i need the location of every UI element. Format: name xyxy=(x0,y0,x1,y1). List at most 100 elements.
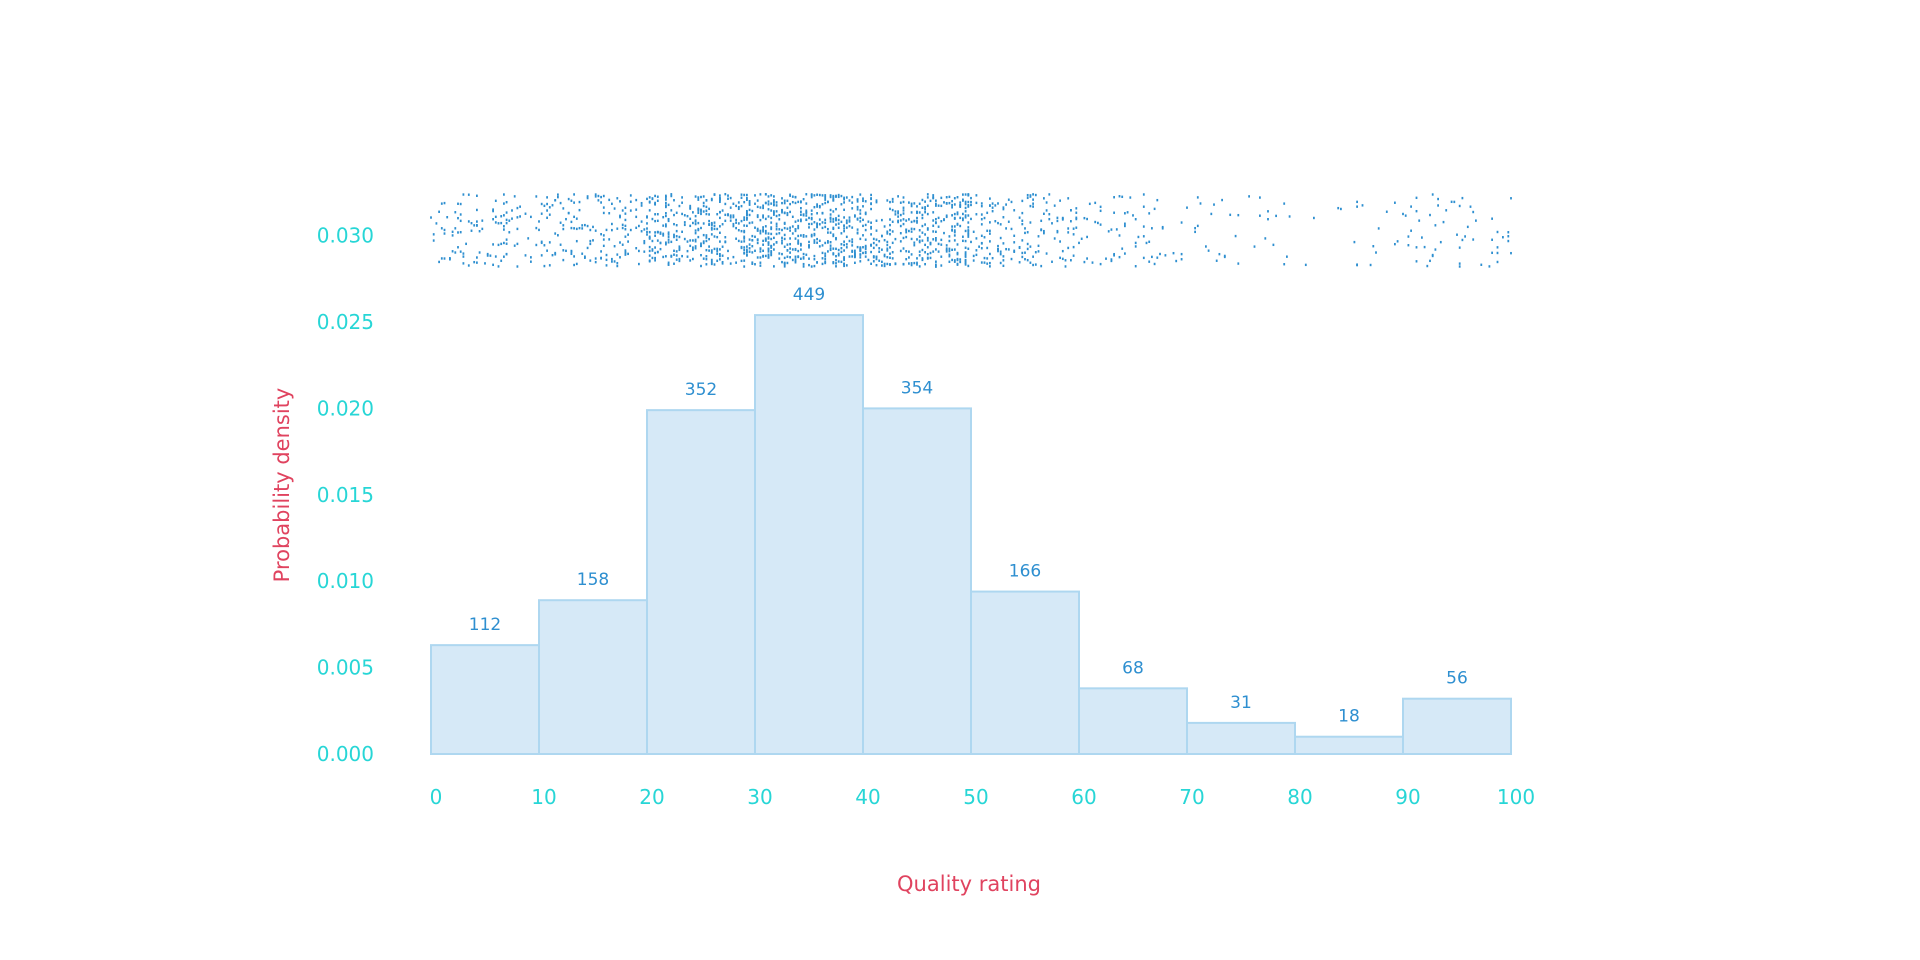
rug-mark xyxy=(935,263,937,266)
rug-mark xyxy=(665,196,667,199)
rug-mark xyxy=(856,228,859,231)
rug-mark xyxy=(1010,227,1013,231)
rug-mark xyxy=(794,255,797,258)
rug-mark xyxy=(989,221,991,224)
rug-mark xyxy=(751,209,754,213)
rug-mark xyxy=(767,236,770,239)
rug-mark xyxy=(967,232,970,235)
rug-mark xyxy=(494,255,497,258)
rug-mark xyxy=(1026,258,1029,262)
rug-mark xyxy=(767,203,770,206)
rug-mark xyxy=(546,249,548,252)
rug-mark xyxy=(654,203,656,206)
rug-mark xyxy=(724,240,727,243)
rug-mark xyxy=(872,237,875,241)
rug-mark xyxy=(864,251,867,255)
rug-mark xyxy=(967,229,970,233)
rug-mark xyxy=(802,265,805,268)
rug-mark xyxy=(945,248,948,252)
rug-mark xyxy=(956,222,959,226)
rug-mark xyxy=(713,193,716,196)
rug-mark xyxy=(1156,256,1159,259)
rug-mark xyxy=(546,209,548,212)
rug-mark xyxy=(492,243,494,246)
rug-mark xyxy=(843,243,845,247)
rug-mark xyxy=(700,226,702,230)
rug-mark xyxy=(851,255,854,258)
rug-mark xyxy=(1507,235,1510,238)
rug-mark xyxy=(640,204,643,207)
rug-mark xyxy=(719,196,721,200)
rug-mark xyxy=(816,241,818,244)
rug-mark xyxy=(594,229,597,232)
rug-mark xyxy=(686,240,689,243)
rug-mark xyxy=(1032,263,1034,267)
rug-mark xyxy=(1086,235,1088,239)
rug-mark xyxy=(651,256,654,260)
rug-mark xyxy=(948,201,951,205)
rug-mark xyxy=(827,241,829,244)
rug-mark xyxy=(918,265,921,268)
rug-mark xyxy=(710,226,713,229)
rug-mark xyxy=(675,229,678,233)
rug-mark xyxy=(802,257,805,260)
rug-mark xyxy=(797,239,800,242)
rug-mark xyxy=(1121,247,1124,250)
rug-mark xyxy=(683,223,686,227)
rug-mark xyxy=(794,259,797,262)
rug-mark xyxy=(883,264,886,268)
rug-mark xyxy=(916,263,918,266)
rug-mark xyxy=(710,233,713,236)
rug-mark xyxy=(1061,257,1064,261)
rug-mark xyxy=(683,214,686,217)
rug-mark xyxy=(886,249,889,252)
rug-mark xyxy=(824,260,827,263)
rug-mark xyxy=(862,224,864,228)
rug-mark xyxy=(926,227,929,230)
rug-mark xyxy=(702,204,705,208)
rug-mark xyxy=(624,228,627,231)
rug-mark xyxy=(1153,262,1156,266)
rug-mark xyxy=(519,215,521,218)
rug-mark xyxy=(980,213,983,216)
rug-mark xyxy=(511,217,513,220)
rug-mark xyxy=(1067,227,1070,230)
rug-mark xyxy=(600,250,602,253)
rug-mark xyxy=(743,248,746,252)
rug-mark xyxy=(778,218,781,221)
rug-mark xyxy=(1067,197,1070,200)
rug-mark xyxy=(675,254,678,257)
rug-mark xyxy=(478,230,481,233)
rug-mark xyxy=(905,257,908,261)
rug-mark xyxy=(467,193,470,196)
rug-mark xyxy=(867,220,870,223)
rug-mark xyxy=(813,254,816,258)
rug-mark xyxy=(694,240,697,243)
rug-mark xyxy=(899,232,902,235)
rug-mark xyxy=(675,224,678,227)
rug-mark xyxy=(859,237,862,241)
rug-mark xyxy=(719,225,721,228)
rug-mark xyxy=(697,211,700,214)
rug-mark xyxy=(613,260,616,263)
rug-mark xyxy=(970,217,972,221)
rug-mark xyxy=(646,233,648,236)
histogram-bar xyxy=(1078,687,1188,755)
rug-mark xyxy=(681,230,683,233)
rug-mark xyxy=(848,199,851,202)
rug-mark xyxy=(449,258,451,261)
rug-mark xyxy=(994,220,997,223)
rug-mark xyxy=(751,239,754,242)
rug-mark xyxy=(1313,216,1315,220)
rug-mark xyxy=(878,240,881,243)
rug-mark xyxy=(773,195,775,198)
rug-mark xyxy=(737,229,740,232)
rug-mark xyxy=(540,254,543,257)
rug-mark xyxy=(586,195,589,198)
rug-mark xyxy=(457,246,459,249)
rug-mark xyxy=(462,193,465,196)
histogram-bar xyxy=(646,409,756,755)
rug-mark xyxy=(697,198,700,201)
rug-mark xyxy=(665,243,667,246)
rug-mark xyxy=(797,249,800,253)
